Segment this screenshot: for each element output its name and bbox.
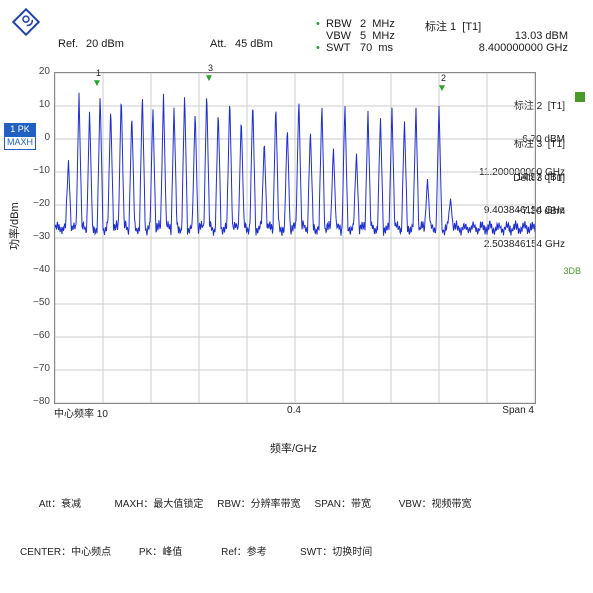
ytick-label: −50 [10, 297, 50, 308]
rbw-dot-icon: • [316, 18, 320, 30]
legend-line1: Att：衰减 MAXH：最大值锁定 RBW：分辨率带宽 SPAN：带宽 VBW：… [20, 497, 472, 513]
ytick-label: −60 [10, 330, 50, 341]
ytick-label: −40 [10, 264, 50, 275]
ytick-label: 10 [10, 99, 50, 110]
rbw-label: RBW [326, 18, 352, 30]
span-label: Span 4 [502, 405, 534, 416]
brand-logo-icon [12, 8, 40, 36]
marker-num-3: 3 [208, 63, 213, 73]
marker1-freq: 8.400000000 GHz [472, 42, 568, 54]
spectrum-svg [55, 73, 535, 403]
legend-block: Att：衰减 MAXH：最大值锁定 RBW：分辨率带宽 SPAN：带宽 VBW：… [20, 465, 472, 593]
marker-diamond-2-icon: ▼ [437, 83, 447, 94]
ytick-label: 0 [10, 132, 50, 143]
swt-dot-icon: • [316, 42, 320, 54]
marker1-value: 13.03 dBM [498, 30, 568, 42]
side-3db-label: 3DB [563, 266, 581, 276]
ref-label: Ref. [58, 38, 78, 50]
ytick-label: −80 [10, 396, 50, 407]
side-highlight-icon [575, 92, 585, 102]
swt-value: 70 ms [360, 42, 393, 54]
center-freq-label: 中心频率 10 [54, 405, 108, 420]
att-value: 45 dBm [235, 38, 273, 50]
marker1-label: 标注 1 [T1] [425, 18, 481, 34]
ytick-label: 20 [10, 66, 50, 77]
spectrum-analyzer-screenshot: Ref. 20 dBm Att. 45 dBm • RBW 2 MHz VBW … [0, 0, 593, 530]
per-div-label: 0.4 [287, 405, 301, 416]
att-label: Att. [210, 38, 227, 50]
swt-label: SWT [326, 42, 350, 54]
marker-diamond-3-icon: ▼ [204, 73, 214, 84]
spectrum-plot [54, 72, 536, 404]
ytick-label: −70 [10, 363, 50, 374]
bottom-axis-bar: 中心频率 10 0.4 Span 4 [54, 405, 534, 420]
ref-value: 20 dBm [86, 38, 124, 50]
x-axis-label: 频率/GHz [270, 440, 317, 456]
vbw-value: 5 MHz [360, 30, 395, 42]
marker-num-1: 1 [96, 68, 101, 78]
rbw-value: 2 MHz [360, 18, 395, 30]
legend-line2: CENTER：中心频点 PK：峰值 Ref：参考 SWT：切换时间 [20, 545, 472, 561]
marker-diamond-1-icon: ▼ [92, 78, 102, 89]
marker-num-2: 2 [441, 73, 446, 83]
y-axis-label: 功率/dBm [6, 202, 22, 250]
ytick-label: −10 [10, 165, 50, 176]
vbw-label: VBW [326, 30, 351, 42]
